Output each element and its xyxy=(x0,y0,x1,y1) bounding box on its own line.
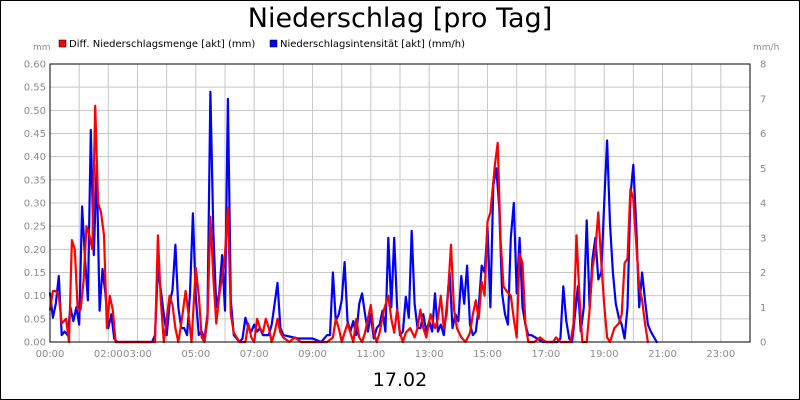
x-tick-label: 19:00 xyxy=(590,349,619,360)
x-tick-label: 05:00 xyxy=(181,349,210,360)
right-axis-unit: mm/h xyxy=(753,43,779,53)
legend: Diff. Niederschlagsmenge [akt] (mm) Nied… xyxy=(58,39,465,50)
date-label: 17.02 xyxy=(373,369,427,391)
x-tick-label: 09:00 xyxy=(298,349,327,360)
y-right-tick-label: 0 xyxy=(760,338,766,349)
y-left-tick-label: 0.15 xyxy=(24,268,46,279)
right-axis-ticks: 0 1 2 3 4 5 6 7 8 xyxy=(760,60,766,349)
y-left-tick-label: 0.60 xyxy=(24,60,46,71)
y-left-tick-label: 0.20 xyxy=(24,245,46,256)
y-right-tick-label: 8 xyxy=(760,60,766,71)
legend-label-intensity: Niederschlagsintensität [akt] (mm/h) xyxy=(280,39,465,50)
y-left-tick-label: 0.10 xyxy=(24,291,46,302)
y-right-tick-label: 3 xyxy=(760,233,766,244)
y-left-tick-label: 0.40 xyxy=(24,152,46,163)
plot-border xyxy=(49,63,751,343)
y-right-tick-label: 7 xyxy=(760,94,766,105)
series-line-niederschlagsintensitaet xyxy=(48,90,658,344)
legend-label-diff: Diff. Niederschlagsmenge [akt] (mm) xyxy=(69,39,255,50)
y-right-tick-label: 4 xyxy=(760,199,766,210)
x-tick-label: 00:00 xyxy=(36,349,65,360)
series-line-diff-niederschlagsmenge xyxy=(48,104,650,344)
x-tick-label: 21:00 xyxy=(648,349,677,360)
y-left-tick-label: 0.30 xyxy=(24,199,46,210)
legend-swatch-blue xyxy=(269,39,278,48)
chart-title: Niederschlag [pro Tag] xyxy=(248,3,552,34)
x-axis-ticks: 00:00 02:00 03:00 05:00 07:00 09:00 11:00 13:00… xyxy=(36,349,736,360)
y-right-tick-label: 1 xyxy=(760,303,766,314)
plot-series xyxy=(48,90,658,344)
legend-swatch-red xyxy=(58,39,67,48)
x-tick-label: 03:00 xyxy=(123,349,152,360)
x-tick-label: 07:00 xyxy=(240,349,269,360)
x-tick-label: 15:00 xyxy=(473,349,502,360)
x-tick-label: 13:00 xyxy=(415,349,444,360)
y-right-tick-label: 5 xyxy=(760,164,766,175)
y-left-tick-label: 0.45 xyxy=(24,129,46,140)
x-tick-label: 02:00 xyxy=(94,349,123,360)
x-tick-label: 11:00 xyxy=(356,349,385,360)
y-left-tick-label: 0.35 xyxy=(24,175,46,186)
x-tick-label: 23:00 xyxy=(706,349,735,360)
y-left-tick-label: 0.25 xyxy=(24,222,46,233)
y-left-tick-label: 0.50 xyxy=(24,106,46,117)
left-axis-ticks: 0.00 0.05 0.10 0.15 0.20 0.25 0.30 0.35 0.40 0.45… xyxy=(24,60,46,349)
y-right-tick-label: 2 xyxy=(760,268,766,279)
y-left-tick-label: 0.05 xyxy=(24,314,46,325)
y-left-tick-label: 0.55 xyxy=(24,83,46,94)
left-axis-unit: mm xyxy=(33,43,51,53)
x-tick-label: 17:00 xyxy=(531,349,560,360)
y-left-tick-label: 0.00 xyxy=(24,338,46,349)
y-right-tick-label: 6 xyxy=(760,129,766,140)
